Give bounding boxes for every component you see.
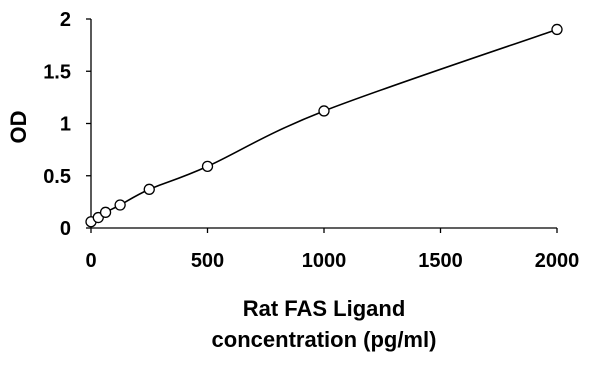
y-tick-label: 2 — [60, 9, 71, 31]
y-tick-label: 1.5 — [43, 61, 71, 83]
x-tick-label: 500 — [191, 250, 224, 272]
x-tick-label: 2000 — [535, 250, 580, 272]
data-point — [143, 183, 155, 195]
data-point — [551, 23, 563, 36]
axes — [90, 19, 557, 229]
y-axis-title: OD — [6, 111, 31, 144]
data-point — [201, 160, 214, 172]
x-axis-title-line-2: concentration (pg/ml) — [212, 327, 437, 352]
x-ticks: 0 500 1000 1500 2000 — [85, 228, 579, 272]
y-tick-label: 1 — [60, 114, 71, 136]
y-ticks: 0 0.5 1 1.5 2 — [43, 9, 91, 240]
y-tick-label: 0.5 — [43, 166, 71, 188]
y-tick-label: 0 — [60, 218, 71, 240]
x-tick-label: 0 — [85, 250, 96, 272]
data-points — [85, 23, 563, 228]
x-axis-title-line-1: Rat FAS Ligand — [243, 296, 406, 321]
data-point — [99, 206, 112, 218]
fit-curve — [90, 28, 558, 223]
data-point — [318, 105, 330, 117]
x-tick-label: 1000 — [302, 250, 347, 272]
x-tick-label: 1500 — [418, 250, 463, 272]
data-point — [114, 199, 126, 211]
